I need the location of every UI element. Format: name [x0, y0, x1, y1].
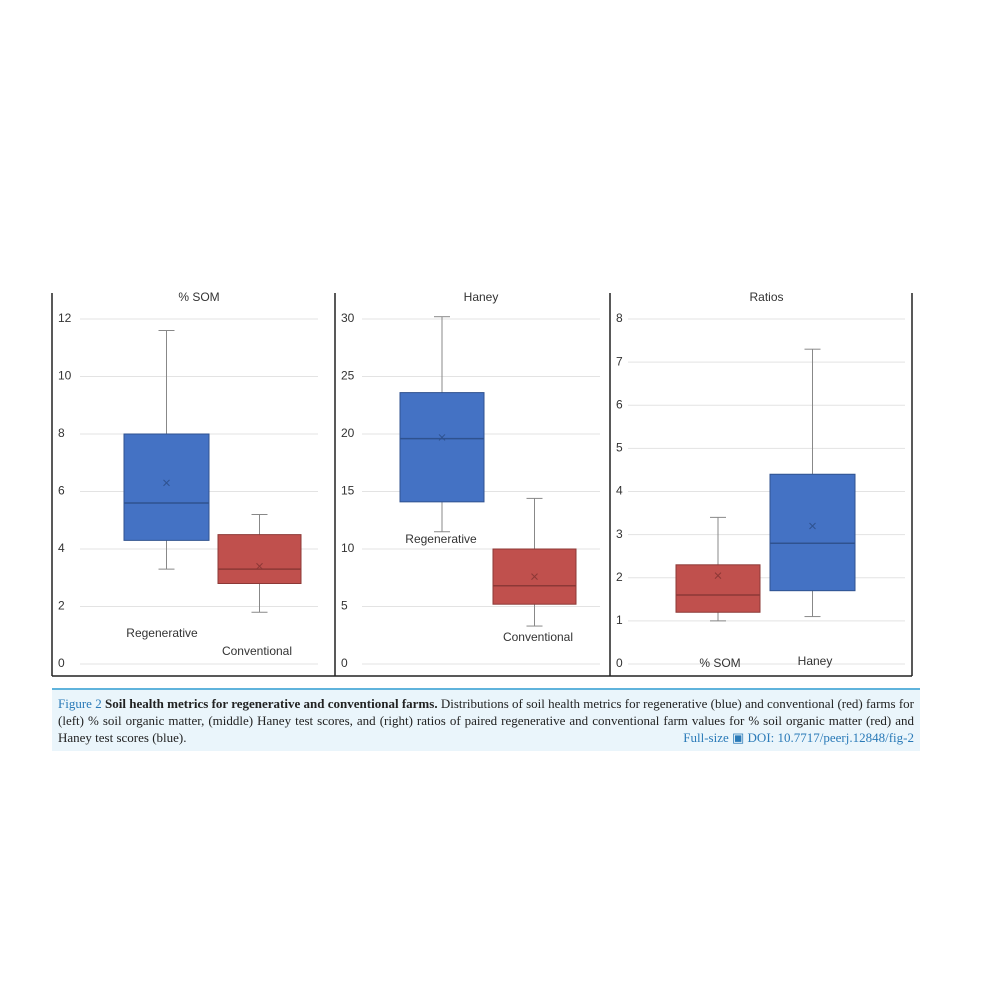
- mean-marker: [531, 573, 538, 580]
- box: [399, 392, 485, 503]
- box: [769, 473, 856, 592]
- caption-label: Figure 2: [58, 696, 102, 711]
- y-tick-label: 4: [58, 541, 65, 555]
- mean-marker: [256, 562, 263, 570]
- mean-marker: [809, 522, 816, 530]
- y-tick-label: 30: [341, 311, 355, 325]
- series-label: Conventional: [222, 644, 292, 658]
- y-tick-label: 25: [341, 369, 355, 383]
- y-tick-label: 0: [616, 656, 623, 670]
- y-tick-label: 3: [616, 527, 623, 541]
- mean-marker: [714, 572, 722, 579]
- y-tick-label: 4: [616, 484, 623, 498]
- box: [217, 534, 302, 584]
- y-tick-label: 20: [341, 426, 355, 440]
- panel-title: Haney: [464, 290, 499, 304]
- y-tick-label: 6: [58, 484, 65, 498]
- panel-title: % SOM: [178, 290, 219, 304]
- y-tick-label: 2: [58, 599, 65, 613]
- y-tick-label: 2: [616, 570, 623, 584]
- caption: Figure 2 Soil health metrics for regener…: [52, 688, 920, 751]
- y-tick-label: 1: [616, 613, 623, 627]
- panel-title: Ratios: [749, 290, 783, 304]
- y-tick-label: 8: [58, 426, 65, 440]
- series-label: Conventional: [503, 630, 573, 644]
- y-tick-label: 12: [58, 311, 72, 325]
- y-tick-label: 0: [58, 656, 65, 670]
- figure: % SOM024681012RegenerativeConventionalHa…: [51, 290, 913, 677]
- series-label: % SOM: [699, 656, 740, 670]
- box: [675, 564, 761, 613]
- series-label: Regenerative: [405, 532, 477, 546]
- caption-links: Full-size ▣ DOI: 10.7717/peerj.12848/fig…: [683, 730, 914, 745]
- y-tick-label: 7: [616, 354, 623, 368]
- mean-marker: [438, 434, 446, 441]
- y-tick-label: 10: [58, 369, 72, 383]
- y-tick-label: 8: [616, 311, 623, 325]
- series-label: Regenerative: [126, 626, 198, 640]
- y-tick-label: 6: [616, 397, 623, 411]
- full-size-link[interactable]: Full-size: [683, 730, 729, 745]
- y-tick-label: 0: [341, 656, 348, 670]
- y-tick-label: 5: [341, 599, 348, 613]
- mean-marker: [163, 479, 170, 487]
- doi-link[interactable]: DOI: 10.7717/peerj.12848/fig-2: [747, 730, 914, 745]
- y-tick-label: 5: [616, 441, 623, 455]
- y-tick-label: 10: [341, 541, 355, 555]
- box: [123, 433, 210, 541]
- series-label: Haney: [798, 654, 833, 668]
- y-tick-label: 15: [341, 484, 355, 498]
- caption-title: Soil health metrics for regenerative and…: [105, 696, 438, 711]
- caption-text: Distributions of soil health metrics for…: [58, 696, 915, 745]
